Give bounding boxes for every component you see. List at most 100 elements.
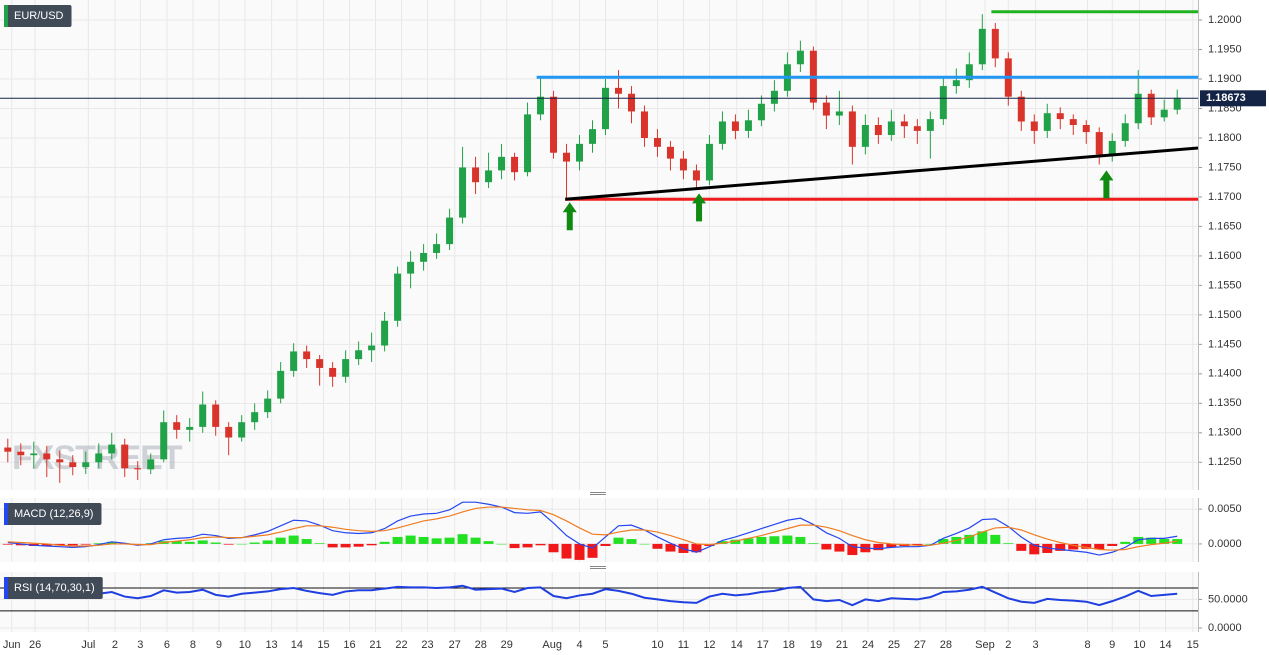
x-tick-label: 14 (291, 639, 303, 651)
candle-body (1043, 113, 1051, 131)
histogram-bar (1094, 543, 1105, 550)
last-price-box (1200, 90, 1266, 107)
candle-body (251, 412, 259, 423)
histogram-bar (522, 543, 533, 548)
histogram-bar (535, 543, 546, 546)
histogram-bar (847, 543, 858, 556)
histogram-bar (54, 543, 65, 546)
candle-body (978, 28, 986, 65)
candle-body (446, 217, 454, 245)
histogram-bar (288, 535, 299, 544)
pane-label-box (4, 503, 102, 525)
candle-body (679, 158, 687, 171)
histogram-bar (184, 541, 195, 544)
candle-body (433, 244, 441, 253)
histogram-bar (587, 543, 598, 558)
candle-body (329, 367, 337, 377)
x-tick-label: 17 (757, 639, 769, 651)
x-tick-label: 10 (239, 639, 251, 651)
x-tick-label: 3 (137, 639, 143, 651)
histogram-bar (574, 543, 585, 560)
y-tick-label: 0.0000 (1208, 622, 1242, 634)
histogram-bar (327, 543, 338, 548)
candle-body (420, 252, 428, 262)
histogram-bar (41, 543, 52, 546)
histogram-bar (873, 543, 884, 551)
x-tick-label: 27 (449, 639, 461, 651)
pane-label-stripe (4, 5, 8, 27)
histogram-bar (223, 543, 234, 545)
histogram-bar (1146, 537, 1157, 544)
histogram-bar (431, 538, 442, 544)
histogram-bar (561, 543, 572, 559)
histogram-bar (717, 541, 728, 544)
candle-body (238, 422, 246, 438)
candle-body (1121, 123, 1129, 141)
pane-background (0, 572, 1198, 632)
candle-body (589, 129, 597, 144)
candle-body (965, 64, 973, 81)
candle-body (537, 96, 545, 115)
candle-body (1069, 119, 1077, 126)
candle-body (822, 102, 830, 116)
candle-body (1134, 93, 1142, 124)
candle-body (17, 451, 25, 456)
x-tick-label: 28 (940, 639, 952, 651)
candle-body (744, 120, 752, 131)
y-tick-label: 1.1350 (1208, 397, 1242, 409)
histogram-bar (743, 538, 754, 544)
candle-body (627, 93, 635, 112)
y-tick-label: 0.0050 (1208, 503, 1242, 515)
histogram-bar (366, 543, 377, 546)
histogram-bar (15, 543, 26, 546)
histogram-bar (171, 541, 182, 544)
pane-background (0, 0, 1198, 490)
candle-body (1108, 140, 1116, 155)
y-tick-label: 0.0000 (1208, 538, 1242, 550)
pane-background (0, 498, 1198, 562)
histogram-bar (613, 537, 624, 544)
candle-body (874, 125, 882, 136)
histogram-bar (340, 543, 351, 548)
x-tick-label: 22 (395, 639, 407, 651)
candle-body (692, 170, 700, 181)
y-tick-label: 1.1300 (1208, 427, 1242, 439)
x-tick-label: Sep (975, 639, 995, 651)
histogram-bar (821, 543, 832, 550)
x-tick-label: 8 (190, 639, 196, 651)
candle-body (939, 86, 947, 120)
candle-body (277, 370, 285, 399)
candle-body (653, 137, 661, 147)
last-price-label: 1.18673 (1206, 92, 1246, 104)
candle-body (666, 146, 674, 159)
candle-body (394, 273, 402, 321)
candle-body (913, 126, 921, 131)
x-tick-label: 14 (731, 639, 743, 651)
histogram-bar (444, 537, 455, 544)
histogram-bar (691, 543, 702, 553)
histogram-bar (483, 541, 494, 544)
histogram-bar (665, 543, 676, 552)
candle-body (355, 350, 363, 360)
candle-body (69, 462, 77, 468)
candle-body (225, 426, 233, 438)
candle-body (316, 359, 324, 368)
candle-body (718, 121, 726, 144)
pane-label-stripe (4, 503, 8, 525)
x-tick-label: 6 (164, 639, 170, 651)
histogram-bar (964, 534, 975, 544)
candle-body (264, 398, 272, 413)
candle-body (757, 103, 765, 121)
candle-body (30, 453, 38, 456)
candle-body (796, 50, 804, 65)
candle-body (368, 345, 376, 351)
y-tick-label: 1.1900 (1208, 73, 1242, 85)
histogram-bar (457, 534, 468, 544)
candle-body (199, 404, 207, 427)
x-tick-label: 2 (112, 639, 118, 651)
candle-body (887, 121, 895, 136)
candle-body (835, 111, 843, 116)
candle-body (1082, 125, 1090, 133)
x-tick-label: 26 (29, 639, 41, 651)
